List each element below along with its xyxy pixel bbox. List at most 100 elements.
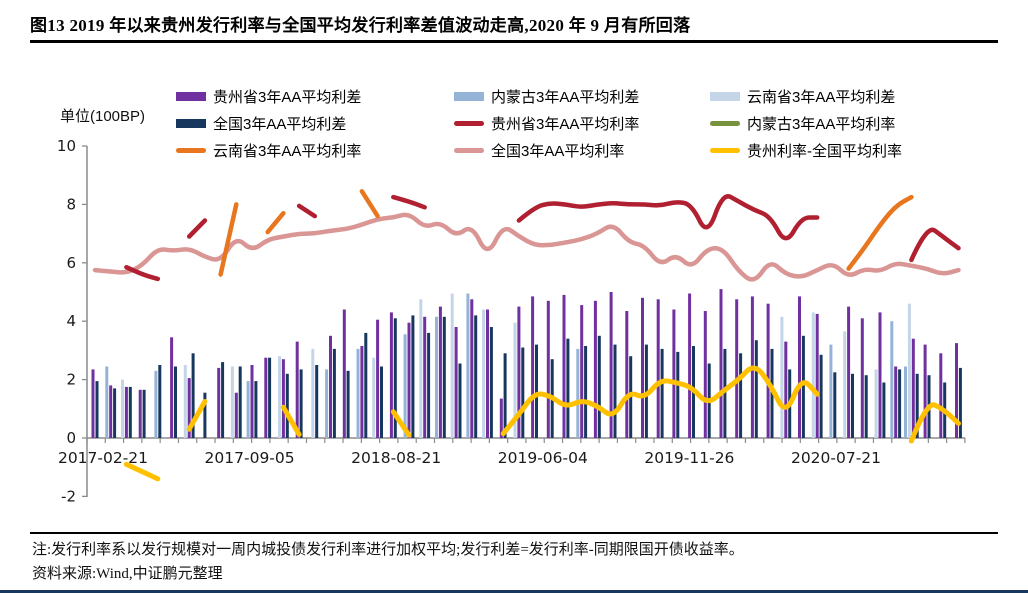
bar-national_spread: [285, 373, 289, 438]
bar-neimenggu_spread: [466, 293, 470, 438]
bar-national_spread: [254, 381, 258, 438]
legend-line-swatch: [710, 148, 740, 153]
bar-national_spread: [503, 353, 507, 438]
y-tick-label: 4: [66, 312, 76, 330]
line-yunnan_rate: [359, 189, 380, 219]
bar-guizhou_spread: [109, 385, 113, 438]
bar-yunnan_spread: [874, 369, 878, 438]
bar-national_spread: [566, 338, 570, 438]
bar-guizhou_spread: [672, 309, 676, 438]
x-tick-label: 2020-07-21: [791, 449, 881, 467]
bar-national_spread: [864, 375, 868, 438]
bottom-accent-bar: [0, 590, 1028, 593]
legend-label: 贵州省3年AA平均利率: [491, 116, 640, 133]
bar-guizhou_spread: [264, 357, 268, 438]
bar-guizhou_spread: [170, 337, 174, 438]
bar-national_spread: [882, 382, 886, 438]
bar-national_spread: [660, 348, 664, 438]
bar-national_spread: [191, 353, 195, 438]
bar-national_spread: [754, 340, 758, 438]
legend-item: 全国3年AA平均利率: [454, 140, 710, 161]
bar-guizhou_spread: [719, 289, 723, 438]
bar-neimenggu_spread: [576, 348, 580, 438]
bar-guizhou_spread: [499, 398, 503, 438]
legend-item: 云南省3年AA平均利率: [176, 140, 454, 161]
x-tick-label: 2017-02-21: [58, 449, 148, 467]
legend: 贵州省3年AA平均利差 全国3年AA平均利差 云南省3年AA平均利率 内蒙古3年AA平…: [176, 83, 902, 164]
bar-national_spread: [113, 388, 117, 438]
figure-title: 图13 2019 年以来贵州发行利率与全国平均发行利率差值波动走高,2020 年…: [30, 16, 691, 35]
bar-neimenggu_spread: [403, 334, 407, 438]
legend-item: 内蒙古3年AA平均利差: [454, 86, 710, 107]
bar-guizhou_spread: [470, 299, 474, 438]
bar-guizhou_spread: [625, 311, 629, 438]
bar-guizhou_spread: [894, 366, 898, 438]
bar-guizhou_spread: [407, 322, 411, 438]
bar-neimenggu_spread: [904, 366, 907, 438]
bar-national_spread: [142, 389, 146, 438]
x-tick-label: 2019-11-26: [644, 449, 734, 467]
bar-national_spread: [393, 318, 397, 438]
bar-guizhou_spread: [423, 316, 427, 438]
axis-unit-label: 单位(100BP): [60, 108, 146, 125]
x-tick-label: 2019-06-04: [498, 449, 588, 467]
figure-source: 资料来源:Wind,中证鹏元整理: [32, 566, 223, 582]
bar-guizhou_spread: [486, 309, 489, 438]
bar-neimenggu_spread: [105, 366, 109, 438]
bar-guizhou_spread: [593, 300, 597, 438]
bar-yunnan_spread: [811, 312, 815, 438]
line-guizhou_rate: [186, 218, 208, 239]
bar-national_spread: [315, 365, 319, 438]
bar-national_spread: [299, 369, 303, 438]
bar-guizhou_spread: [923, 344, 927, 438]
bar-national_spread: [521, 347, 525, 438]
bar-guizhou_spread: [138, 389, 142, 438]
legend-bar-swatch: [176, 119, 206, 128]
bar-guizhou_spread: [878, 312, 882, 438]
bar-guizhou_spread: [815, 313, 819, 438]
bar-neimenggu_spread: [356, 348, 360, 438]
legend-bar-swatch: [454, 92, 484, 101]
bar-yunnan_spread: [482, 309, 486, 438]
line-yunnan_rate: [265, 210, 286, 235]
bar-guizhou_spread: [656, 299, 660, 438]
bar-yunnan_spread: [907, 303, 911, 438]
bar-guizhou_spread: [784, 341, 788, 438]
bar-national_spread: [427, 332, 431, 438]
bar-national_spread: [819, 354, 823, 438]
line-guizhou_rate: [124, 264, 161, 282]
line-yunnan_rate: [846, 194, 914, 271]
bar-guizhou_spread: [187, 378, 191, 438]
bar-national_spread: [801, 335, 805, 438]
bar-guizhou_spread: [531, 296, 535, 438]
bar-national_spread: [95, 381, 99, 438]
bar-national_spread: [238, 366, 242, 438]
bar-guizhou_spread: [295, 341, 299, 438]
legend-item: 贵州省3年AA平均利差: [176, 86, 454, 107]
bar-yunnan_spread: [843, 331, 847, 438]
legend-line-swatch: [710, 121, 740, 126]
legend-item: 全国3年AA平均利差: [176, 113, 454, 134]
line-guizhou_rate: [909, 227, 961, 263]
title-divider: [30, 40, 998, 43]
bar-national_spread: [346, 370, 350, 438]
bar-national_spread: [676, 351, 680, 438]
bar-guizhou_spread: [939, 353, 943, 438]
bar-national_spread: [474, 315, 478, 438]
y-tick-label: 0: [66, 429, 76, 447]
bar-national_spread: [458, 363, 462, 438]
legend-line-swatch: [454, 148, 484, 153]
bar-neimenggu_spread: [246, 381, 250, 438]
line-diff: [390, 409, 412, 438]
bar-guizhou_spread: [546, 300, 550, 438]
bar-national_spread: [380, 366, 383, 438]
bar-yunnan_spread: [311, 348, 315, 438]
legend-label: 贵州利率-全国平均利率: [747, 143, 902, 160]
bar-national_spread: [739, 353, 743, 438]
bar-national_spread: [268, 357, 272, 438]
legend-item: 云南省3年AA平均利差: [710, 86, 902, 107]
bar-guizhou_spread: [360, 346, 364, 438]
bar-guizhou_spread: [124, 386, 128, 438]
bar-national_spread: [851, 373, 854, 438]
